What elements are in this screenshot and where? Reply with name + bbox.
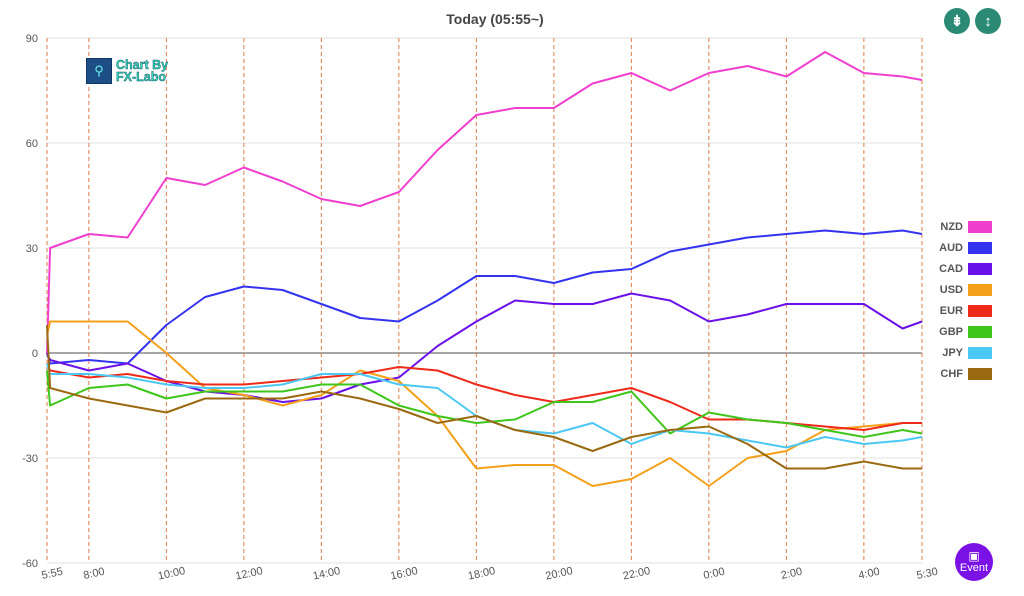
legend-item-jpy[interactable]: JPY: [935, 342, 992, 363]
legend-label: AUD: [939, 241, 963, 254]
y-tick-label: 60: [26, 138, 38, 150]
x-tick-label: 16:00: [389, 565, 418, 582]
expand-vertical-icon: ↕: [984, 12, 992, 30]
y-tick-label: -60: [22, 558, 38, 570]
legend-swatch: [968, 241, 992, 254]
fx-labo-logo: ⚲ Chart By FX-Labo: [86, 58, 168, 84]
y-tick-label: 0: [32, 348, 38, 360]
x-tick-label: 10:00: [157, 565, 186, 582]
legend-swatch: [968, 346, 992, 359]
x-tick-label: 8:00: [82, 566, 105, 582]
x-tick-label: 12:00: [234, 565, 263, 582]
y-tick-label: -30: [22, 453, 38, 465]
legend-item-cad[interactable]: CAD: [935, 258, 992, 279]
series-line-gbp: [46, 370, 923, 438]
x-tick-label: 18:00: [467, 565, 496, 582]
x-tick-label: 5:30: [916, 566, 939, 582]
y-tick-label: 90: [26, 33, 38, 45]
logo-line2: FX-Labo: [116, 70, 166, 84]
x-tick-label: 5:55: [41, 566, 64, 582]
legend-label: NZD: [940, 220, 963, 233]
legend-label: CHF: [940, 367, 963, 380]
legend-swatch: [968, 262, 992, 275]
legend-swatch: [968, 283, 992, 296]
event-button[interactable]: ▣ Event: [955, 543, 993, 581]
x-tick-label: 4:00: [857, 566, 880, 582]
x-tick-label: 22:00: [622, 565, 651, 582]
compress-vertical-icon: ⇟: [950, 13, 964, 30]
chart-title: Today (05:55~): [446, 11, 544, 27]
compress-vertical-button[interactable]: ⇟: [944, 8, 970, 34]
x-tick-label: 2:00: [780, 566, 803, 582]
magnifier-chart-icon: ⚲: [86, 58, 112, 84]
series-line-usd: [46, 320, 922, 487]
legend-label: EUR: [939, 304, 963, 317]
legend-label: JPY: [942, 346, 963, 359]
legend-swatch: [968, 220, 992, 233]
calendar-icon: ▣: [968, 549, 980, 563]
legend-item-chf[interactable]: CHF: [935, 363, 992, 384]
legend-label: GBP: [939, 325, 963, 338]
legend-label: USD: [939, 283, 963, 296]
event-label: Event: [959, 562, 989, 574]
legend-item-nzd[interactable]: NZD: [935, 216, 992, 237]
legend-swatch: [968, 325, 992, 338]
x-tick-label: 20:00: [544, 565, 573, 582]
legend-item-usd[interactable]: USD: [935, 279, 992, 300]
series-line-chf: [46, 324, 922, 470]
legend-item-gbp[interactable]: GBP: [935, 321, 992, 342]
legend-swatch: [968, 304, 992, 317]
legend-item-eur[interactable]: EUR: [935, 300, 992, 321]
x-tick-label: 0:00: [702, 566, 725, 582]
legend: NZD AUD CAD USD EUR GBP JPY CHF: [935, 216, 992, 384]
legend-item-aud[interactable]: AUD: [935, 237, 992, 258]
x-tick-label: 14:00: [312, 565, 341, 582]
series-line-aud: [46, 229, 923, 365]
logo-line1: Chart By: [116, 58, 169, 72]
y-tick-label: 30: [26, 243, 38, 255]
legend-label: CAD: [939, 262, 963, 275]
series-line-nzd: [46, 51, 923, 354]
legend-swatch: [968, 367, 992, 380]
series-line-jpy: [46, 363, 923, 449]
expand-vertical-button[interactable]: ↕: [975, 8, 1001, 34]
